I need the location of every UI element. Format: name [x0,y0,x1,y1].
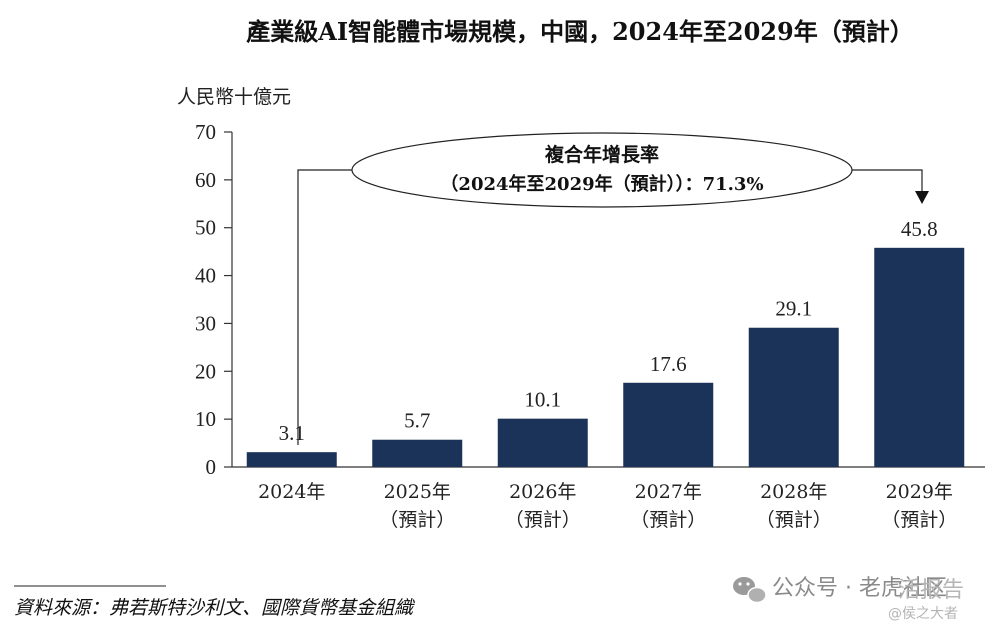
x-tick-label: （預計） [505,509,581,531]
watermark-channel: 公众号 · 老虎社区 [772,576,947,601]
cagr-arrowhead [915,191,929,204]
bar [748,327,839,467]
x-tick-label: 2027年 [635,481,702,503]
y-tick-label: 70 [195,120,216,144]
cagr-label: 複合年增長率 [544,143,659,166]
bar [372,439,463,467]
x-tick-label: （預計） [756,509,832,531]
cagr-ellipse [351,132,853,208]
bar [874,247,965,467]
y-ticks: 0 10 20 30 40 50 60 70 [195,120,232,479]
x-tick-label: 2025年 [384,481,451,503]
data-label: 45.8 [901,217,938,241]
x-tick-label: 2026年 [509,481,576,503]
cagr-left-connector [297,169,352,445]
x-category-labels: 2024年 2025年 （預計） 2026年 （預計） 2027年 （預計） 2028年 （預計… [258,481,957,531]
bars [246,247,965,467]
cagr-value: （2024年至2029年（預計））：71.3% [440,173,763,195]
y-tick-label: 20 [195,359,216,383]
y-tick-label: 60 [195,168,216,192]
axes [231,132,985,468]
data-label: 3.1 [279,421,305,445]
cagr-right-connector [852,169,923,192]
watermark-handle: @侯之大者 [888,606,958,622]
data-label: 5.7 [404,409,430,433]
value-labels: 3.1 5.7 10.1 17.6 29.1 45.8 [279,217,938,445]
x-tick-label: 2024年 [258,481,325,503]
x-tick-label: 2028年 [760,481,827,503]
bar [246,452,337,467]
data-label: 17.6 [650,352,687,376]
y-axis-unit-label: 人民幣十億元 [177,86,291,108]
bar [623,382,714,467]
x-tick-label: 2029年 [886,481,953,503]
source-note: 資料來源：弗若斯特沙利文、國際貨幣基金組織 [14,597,415,619]
x-tick-label: （預計） [379,509,455,531]
data-label: 29.1 [775,297,812,321]
x-tick-label: （預計） [630,509,706,531]
bar [497,418,588,467]
y-tick-label: 0 [206,455,217,479]
y-tick-label: 10 [195,407,216,431]
wechat-icon [733,577,767,604]
x-tick-label: （預計） [881,509,957,531]
y-tick-label: 30 [195,311,216,335]
data-label: 10.1 [524,388,561,412]
cagr-annotation: 複合年增長率 （2024年至2029年（預計））：71.3% [297,132,929,445]
chart-title: 產業級AI智能體市場規模，中國，2024年至2029年（預計） [246,17,913,46]
y-tick-label: 40 [195,264,216,288]
watermark-tag: 活报告 [898,578,964,603]
y-tick-label: 50 [195,216,216,240]
watermark: 公众号 · 老虎社区 活报告 @侯之大者 [733,576,964,622]
